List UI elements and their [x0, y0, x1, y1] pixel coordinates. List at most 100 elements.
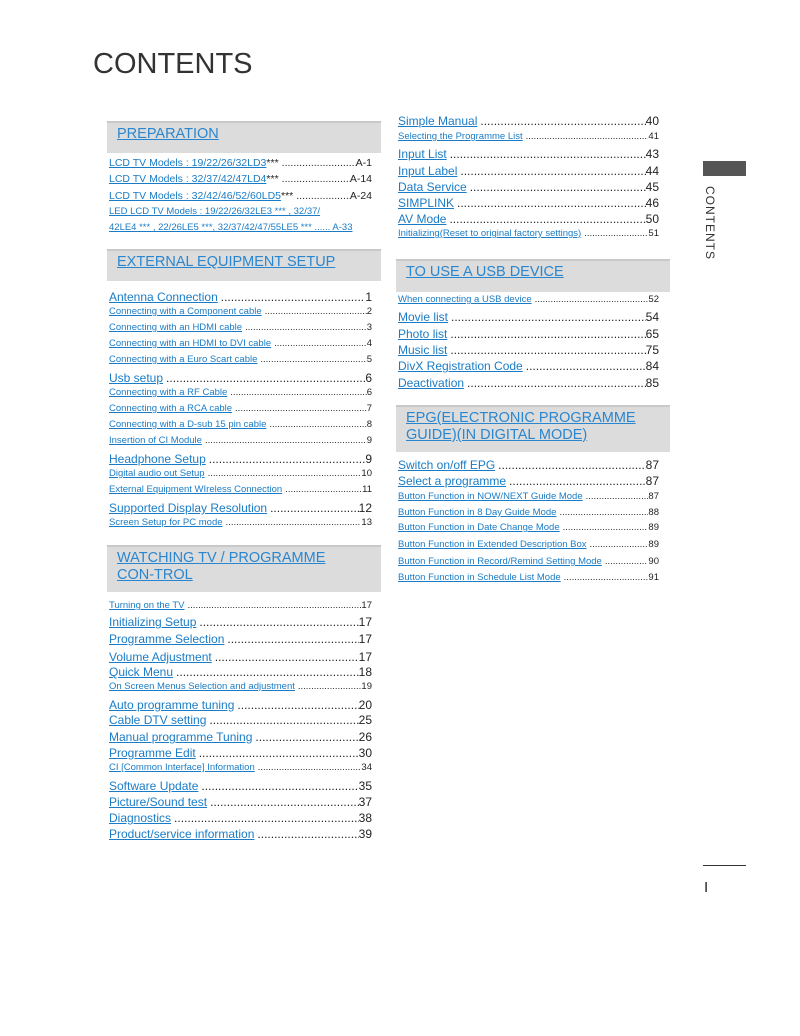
toc-entry[interactable]: Button Function in NOW/NEXT Guide Mode 87	[398, 491, 659, 502]
toc-entry-link[interactable]: Quick Menu	[109, 665, 174, 679]
toc-entry[interactable]: Headphone Setup 9	[109, 452, 372, 466]
toc-entry-link[interactable]: Turning on the TV	[109, 600, 185, 611]
toc-entry-link[interactable]: Supported Display Resolution	[109, 501, 268, 515]
toc-entry-link[interactable]: Product/service information	[109, 827, 255, 841]
toc-entry-link[interactable]: Volume Adjustment	[109, 650, 212, 664]
toc-entry[interactable]: Photo list 65	[398, 327, 659, 341]
toc-entry[interactable]: LED LCD TV Models : 19/22/26/32LE3 *** ,…	[109, 206, 372, 217]
toc-entry[interactable]: Picture/Sound test 37	[109, 795, 372, 809]
toc-entry[interactable]: Programme Edit 30	[109, 746, 372, 760]
toc-entry-link[interactable]: Photo list	[398, 327, 448, 341]
toc-entry[interactable]: Usb setup 6	[109, 371, 372, 385]
toc-entry-link[interactable]: LED LCD TV Models : 19/22/26/32LE3 *** ,…	[109, 206, 321, 217]
toc-entry-link[interactable]: LCD TV Models : 32/42/46/52/60LD5	[109, 190, 281, 202]
toc-entry[interactable]: Connecting with a D-sub 15 pin cable 8	[109, 419, 372, 430]
toc-entry-link[interactable]: Button Function in Schedule List Mode	[398, 572, 561, 583]
toc-entry[interactable]: Input Label 44	[398, 164, 659, 178]
toc-entry[interactable]: Simple Manual 40	[398, 114, 659, 128]
toc-entry-link[interactable]: Antenna Connection	[109, 290, 218, 304]
toc-entry-link[interactable]: Programme Edit	[109, 746, 196, 760]
toc-entry-link[interactable]: Headphone Setup	[109, 452, 206, 466]
toc-entry-link[interactable]: Connecting with an HDMI cable	[109, 322, 243, 333]
toc-entry-link[interactable]: Music list	[398, 343, 448, 357]
toc-entry-link[interactable]: Deactivation	[398, 376, 465, 390]
section-header[interactable]: WATCHING TV / PROGRAMME CON-TROL	[107, 545, 381, 592]
toc-entry-link[interactable]: Selecting the Programme List	[398, 131, 523, 142]
section-header-link[interactable]: EXTERNAL EQUIPMENT SETUP	[117, 254, 336, 270]
toc-entry-link[interactable]: Data Service	[398, 180, 467, 194]
toc-entry-link[interactable]: LCD TV Models : 19/22/26/32LD3	[109, 157, 267, 169]
toc-entry-link[interactable]: Input Label	[398, 164, 458, 178]
toc-entry-link[interactable]: Connecting with a RF Cable	[109, 387, 228, 398]
toc-entry[interactable]: Music list 75	[398, 343, 659, 357]
toc-entry[interactable]: Antenna Connection 1	[109, 290, 372, 304]
toc-entry-link[interactable]: Connecting with an HDMI to DVI cable	[109, 338, 272, 349]
toc-entry[interactable]: CI [Common Interface] Information 34	[109, 762, 372, 773]
toc-entry[interactable]: Input List 43	[398, 147, 659, 161]
section-header[interactable]: PREPARATION	[107, 121, 381, 153]
toc-entry-link[interactable]: External Equipment WIreless Connection	[109, 484, 283, 495]
toc-entry[interactable]: AV Mode 50	[398, 212, 659, 226]
toc-entry-link[interactable]: Button Function in Extended Description …	[398, 539, 587, 550]
toc-entry-link[interactable]: Digital audio out Setup	[109, 468, 205, 479]
toc-entry-link[interactable]: Programme Selection	[109, 632, 225, 646]
toc-entry[interactable]: Connecting with an HDMI cable 3	[109, 322, 372, 333]
toc-entry-link[interactable]: Switch on/off EPG	[398, 458, 496, 472]
toc-entry[interactable]: Connecting with a Euro Scart cable 5	[109, 354, 372, 365]
toc-entry[interactable]: Insertion of CI Module 9	[109, 435, 372, 446]
toc-entry[interactable]: Movie list 54	[398, 310, 659, 324]
section-header-link[interactable]: WATCHING TV / PROGRAMME CON-TROL	[117, 550, 326, 583]
toc-entry-link[interactable]: Initializing(Reset to original factory s…	[398, 228, 582, 239]
toc-entry[interactable]: 42LE4 *** , 22/26LE5 ***, 32/37/42/47/55…	[109, 222, 372, 233]
toc-entry-link[interactable]: Button Function in 8 Day Guide Mode	[398, 507, 557, 518]
toc-entry[interactable]: Select a programme 87	[398, 474, 659, 488]
toc-entry-link[interactable]: SIMPLINK	[398, 196, 455, 210]
toc-entry[interactable]: SIMPLINK 46	[398, 196, 659, 210]
toc-entry[interactable]: Switch on/off EPG 87	[398, 458, 659, 472]
toc-entry[interactable]: Software Update 35	[109, 779, 372, 793]
section-header[interactable]: EXTERNAL EQUIPMENT SETUP	[107, 249, 381, 281]
toc-entry-link[interactable]: Software Update	[109, 779, 199, 793]
toc-entry[interactable]: Connecting with a RCA cable 7	[109, 403, 372, 414]
toc-entry-link[interactable]: Connecting with a D-sub 15 pin cable	[109, 419, 267, 430]
toc-entry-link[interactable]: Connecting with a RCA cable	[109, 403, 233, 414]
toc-entry[interactable]: Connecting with an HDMI to DVI cable 4	[109, 338, 372, 349]
toc-entry[interactable]: Screen Setup for PC mode 13	[109, 517, 372, 528]
toc-entry-link[interactable]: Movie list	[398, 310, 449, 324]
toc-entry-link[interactable]: Cable DTV setting	[109, 713, 207, 727]
toc-entry[interactable]: Button Function in Record/Remind Setting…	[398, 556, 659, 567]
toc-entry[interactable]: Supported Display Resolution 12	[109, 501, 372, 515]
toc-entry[interactable]: Selecting the Programme List 41	[398, 131, 659, 142]
toc-entry[interactable]: When connecting a USB device 52	[398, 294, 659, 305]
toc-entry[interactable]: Product/service information 39	[109, 827, 372, 841]
toc-entry-link[interactable]: Input List	[398, 147, 447, 161]
toc-entry[interactable]: Manual programme Tuning 26	[109, 730, 372, 744]
toc-entry[interactable]: Deactivation 85	[398, 376, 659, 390]
toc-entry[interactable]: Button Function in Extended Description …	[398, 539, 659, 550]
toc-entry[interactable]: Volume Adjustment 17	[109, 650, 372, 664]
toc-entry-link[interactable]: Simple Manual	[398, 114, 478, 128]
toc-entry[interactable]: Programme Selection 17	[109, 632, 372, 646]
toc-entry-link[interactable]: Button Function in Date Change Mode	[398, 522, 560, 533]
toc-entry-link[interactable]: On Screen Menus Selection and adjustment	[109, 681, 295, 692]
toc-entry-link[interactable]: Usb setup	[109, 371, 164, 385]
toc-entry[interactable]: LCD TV Models : 32/42/46/52/60LD5 *** A-…	[109, 190, 372, 202]
toc-entry-link[interactable]: AV Mode	[398, 212, 447, 226]
toc-entry-link[interactable]: Select a programme	[398, 474, 507, 488]
toc-entry-link[interactable]: Button Function in Record/Remind Setting…	[398, 556, 602, 567]
toc-entry[interactable]: On Screen Menus Selection and adjustment…	[109, 681, 372, 692]
toc-entry-link[interactable]: LCD TV Models : 32/37/42/47LD4	[109, 173, 267, 185]
toc-entry-link[interactable]: DivX Registration Code	[398, 359, 523, 373]
toc-entry-link[interactable]: Connecting with a Component cable	[109, 306, 262, 317]
toc-entry-link[interactable]: Auto programme tuning	[109, 698, 235, 712]
toc-entry[interactable]: Button Function in Date Change Mode 89	[398, 522, 659, 533]
toc-entry-link[interactable]: Initializing Setup	[109, 615, 197, 629]
toc-entry-link[interactable]: Manual programme Tuning	[109, 730, 253, 744]
section-header-link[interactable]: PREPARATION	[117, 126, 219, 142]
toc-entry[interactable]: Auto programme tuning 20	[109, 698, 372, 712]
toc-entry[interactable]: Data Service 45	[398, 180, 659, 194]
toc-entry[interactable]: Diagnostics 38	[109, 811, 372, 825]
toc-entry-link[interactable]: When connecting a USB device	[398, 294, 532, 305]
toc-entry[interactable]: Digital audio out Setup 10	[109, 468, 372, 479]
toc-entry-link[interactable]: Connecting with a Euro Scart cable	[109, 354, 258, 365]
